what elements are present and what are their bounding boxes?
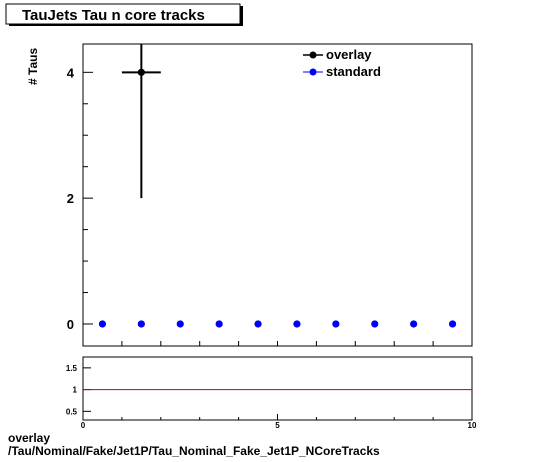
legend-entry-overlay: overlay (303, 47, 372, 62)
ratio-x-tick-label: 5 (275, 421, 280, 430)
ratio-x-tick-label: 0 (81, 421, 86, 430)
legend-label-overlay: overlay (326, 47, 372, 62)
standard-point (215, 320, 223, 328)
footer-caption: overlay /Tau/Nominal/Fake/Jet1P/Tau_Nomi… (8, 432, 380, 458)
main-x-axis (82, 341, 473, 346)
y-tick-label: 0 (67, 317, 74, 332)
title-box: TauJets Tau n core tracks (5, 3, 243, 26)
standard-point (371, 320, 379, 328)
standard-point (293, 320, 301, 328)
standard-point (332, 320, 340, 328)
standard-point (176, 320, 184, 328)
standard-point (448, 320, 457, 328)
y-axis-label: # Taus (26, 48, 40, 85)
ratio-y-tick-label: 0.5 (66, 407, 78, 416)
ratio-plot-frame (82, 356, 473, 421)
ratio-x-axis: 0 5 10 (81, 414, 477, 430)
legend: overlay standard (303, 47, 381, 79)
standard-point (137, 320, 145, 328)
main-y-axis: 0 2 4 (67, 65, 93, 332)
main-plot-marks (98, 44, 457, 328)
footer-line-1: overlay (8, 431, 51, 445)
standard-point (254, 320, 262, 328)
y-tick-label: 2 (67, 191, 74, 206)
ratio-y-tick-label: 1.5 (66, 364, 78, 373)
footer-line-2: /Tau/Nominal/Fake/Jet1P/Tau_Nominal_Fake… (8, 444, 380, 458)
legend-entry-standard: standard (303, 64, 381, 79)
chart-title: TauJets Tau n core tracks (22, 7, 205, 24)
overlay-point (121, 44, 161, 199)
standard-point (98, 320, 107, 328)
y-tick-label: 4 (67, 65, 75, 80)
ratio-x-tick-label: 10 (468, 421, 477, 430)
legend-label-standard: standard (326, 64, 381, 79)
ratio-y-tick-label: 1 (73, 386, 78, 395)
standard-point (410, 320, 418, 328)
